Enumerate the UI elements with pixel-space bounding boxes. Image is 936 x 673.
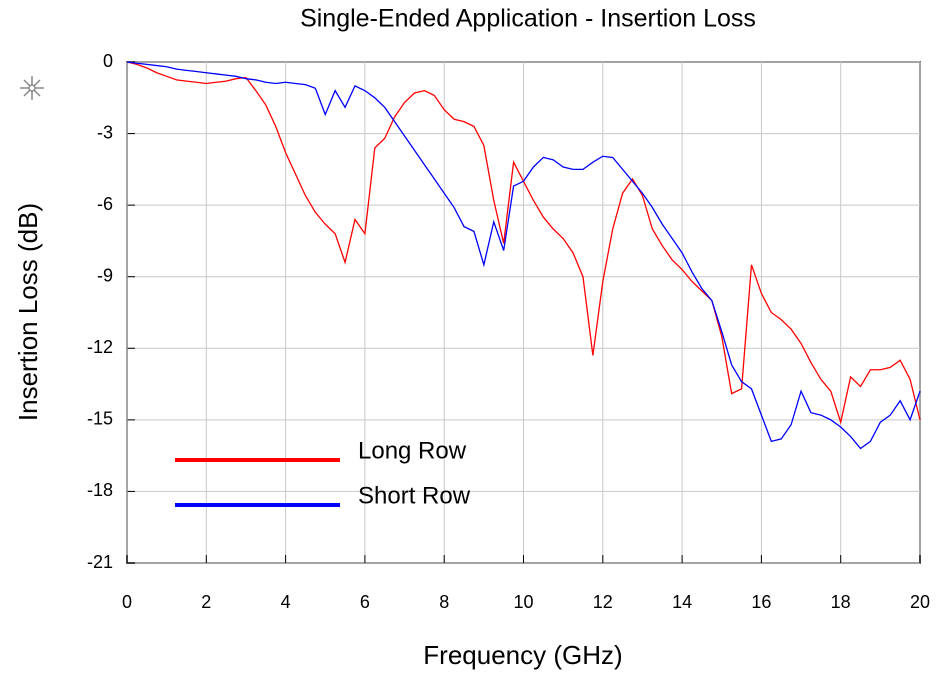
- chart-title: Single-Ended Application - Insertion Los…: [300, 5, 756, 33]
- y-tick-label: -9: [97, 265, 113, 285]
- y-tick-label: -6: [97, 194, 113, 214]
- y-tick-label: -21: [87, 552, 113, 572]
- y-tick-label: -12: [87, 337, 113, 357]
- y-tick-label: 0: [103, 51, 113, 71]
- x-tick-label: 4: [281, 592, 291, 612]
- legend-label: Short Row: [358, 482, 471, 509]
- x-tick-label: 8: [439, 592, 449, 612]
- y-tick-label: -3: [97, 122, 113, 142]
- series-line: [126, 61, 921, 450]
- y-tick-label: -15: [87, 409, 113, 429]
- x-tick-label: 20: [910, 592, 930, 612]
- x-tick-label: 18: [831, 592, 851, 612]
- x-tick-label: 0: [122, 592, 132, 612]
- x-tick-label: 16: [751, 592, 771, 612]
- x-tick-label: 10: [513, 592, 533, 612]
- logo: [20, 76, 44, 100]
- x-tick-label: 12: [593, 592, 613, 612]
- x-tick-label: 6: [360, 592, 370, 612]
- x-tick-label: 14: [672, 592, 692, 612]
- x-tick-label: 2: [201, 592, 211, 612]
- y-axis-label: Insertion Loss (dB): [13, 203, 43, 421]
- y-tick-label: -18: [87, 480, 113, 500]
- legend-label: Long Row: [358, 437, 467, 464]
- x-axis-label: Frequency (GHz): [423, 640, 622, 670]
